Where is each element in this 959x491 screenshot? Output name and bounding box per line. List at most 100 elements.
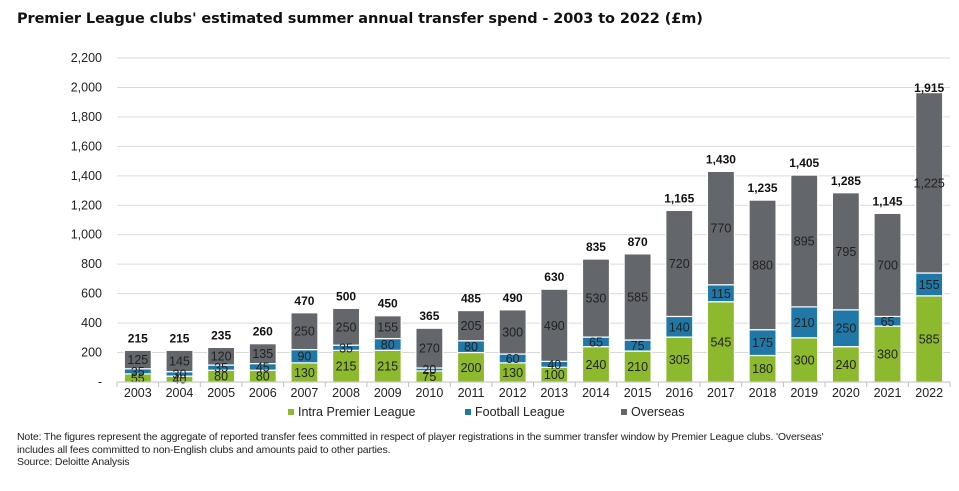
segment-value-label: 795 [835, 245, 856, 259]
total-label: 870 [628, 235, 648, 249]
chart-title: Premier League clubs' estimated summer a… [17, 11, 703, 27]
bar-segment-intra-premier-league [706, 301, 736, 383]
y-tick-label: 800 [81, 257, 102, 271]
source-line: Source: Deloitte Analysis [17, 456, 130, 468]
footnote: Note: The figures represent the aggregat… [17, 431, 947, 469]
total-label: 215 [169, 331, 189, 345]
total-label: 1,430 [706, 152, 736, 166]
segment-value-label: 215 [336, 360, 357, 374]
bar-segment-overseas [165, 349, 194, 373]
segment-value-label: 530 [586, 292, 607, 306]
x-tick-label: 2017 [707, 386, 735, 400]
total-label: 1,145 [873, 194, 903, 208]
segment-value-label: 200 [461, 361, 482, 375]
legend-label: Overseas [631, 405, 685, 419]
segment-value-label: 180 [752, 362, 773, 376]
total-label: 835 [586, 240, 606, 254]
note-line-2: includes all fees committed to non-Engli… [17, 443, 391, 456]
segment-value-label: 100 [544, 368, 565, 382]
x-tick-label: 2005 [207, 386, 235, 400]
bar-segment-overseas [373, 315, 402, 340]
segment-value-label: 140 [669, 320, 690, 334]
segment-value-label: 305 [669, 353, 690, 367]
legend-label: Intra Premier League [298, 405, 416, 419]
segment-value-label: 240 [586, 358, 607, 372]
segment-value-label: 585 [919, 332, 940, 346]
total-label: 490 [503, 291, 523, 305]
segment-value-label: 35 [339, 341, 353, 355]
total-label: 235 [211, 328, 231, 342]
segment-value-label: 210 [627, 360, 648, 374]
segment-value-label: 30 [173, 367, 187, 381]
segment-value-label: 45 [256, 360, 270, 374]
bar-segment-intra-premier-league [623, 350, 652, 383]
segment-value-label: 770 [710, 222, 731, 236]
bar-segment-overseas [831, 192, 860, 311]
legend-swatch-grey [621, 409, 627, 415]
segment-value-label: 210 [794, 316, 815, 330]
total-label: 215 [128, 331, 148, 345]
segment-value-label: 880 [752, 258, 773, 272]
bar-segment-overseas [540, 288, 569, 362]
total-label: 470 [294, 294, 314, 308]
segment-value-label: 895 [794, 234, 815, 248]
segment-value-label: 250 [336, 320, 357, 334]
bar-segment-intra-premier-league [373, 349, 402, 383]
segment-value-label: 35 [214, 361, 228, 375]
segment-value-label: 40 [173, 373, 187, 387]
total-label: 1,285 [831, 174, 861, 188]
bar-segment-overseas [290, 312, 319, 351]
bar-segment-intra-premier-league [915, 295, 944, 383]
x-tick-label: 2009 [374, 386, 402, 400]
x-tick-label: 2010 [415, 386, 443, 400]
y-tick-label: 600 [81, 287, 102, 301]
bar-segment-overseas [748, 199, 777, 331]
legend-item-intra-premier-league: Intra Premier League [288, 405, 415, 419]
segment-value-label: 40 [547, 358, 561, 372]
bar-segment-football-league [790, 306, 819, 339]
segment-value-label: 250 [294, 325, 315, 339]
bar-segment-overseas [248, 343, 277, 365]
total-label: 500 [336, 289, 356, 303]
segment-value-label: 90 [297, 350, 311, 364]
segment-value-label: 80 [381, 338, 395, 352]
segment-value-label: 145 [169, 355, 190, 369]
y-tick-label: 2,000 [71, 80, 102, 94]
y-tick-label: 1,800 [71, 110, 102, 124]
segment-value-label: 60 [506, 352, 520, 366]
x-tick-label: 2008 [332, 386, 360, 400]
segment-value-label: 115 [711, 287, 731, 301]
segment-value-label: 270 [419, 342, 440, 356]
x-tick-label: 2021 [874, 386, 902, 400]
x-tick-label: 2022 [915, 386, 943, 400]
segment-value-label: 240 [835, 358, 856, 372]
y-axis: - 200 400 600 800 1,000 1,200 1,400 1,600 1,800 2,… [71, 51, 102, 389]
segment-value-label: 65 [881, 315, 895, 329]
total-label: 630 [544, 270, 564, 284]
segment-value-label: 380 [877, 348, 898, 362]
bar-segment-overseas [415, 327, 444, 369]
bar-segment-overseas [623, 253, 652, 341]
segment-value-label: 300 [794, 353, 815, 367]
bar-segment-overseas [706, 170, 736, 286]
segment-value-label: 20 [422, 363, 436, 377]
total-labels: 215 215 235 260 470 500 450 365 485 490 630 835 870 1… [128, 81, 945, 345]
y-tick-label: 1,200 [71, 198, 102, 212]
y-tick-label: 1,000 [71, 228, 102, 242]
total-label: 1,405 [789, 156, 819, 170]
bar-segment-overseas [790, 174, 819, 308]
bar-segment-overseas [331, 307, 361, 346]
segment-value-label: 155 [919, 278, 940, 292]
segment-value-label: 250 [835, 322, 856, 336]
segment-value-label: 300 [502, 325, 523, 339]
x-tick-label: 2019 [790, 386, 818, 400]
total-label: 1,165 [664, 191, 694, 205]
legend-item-football-league: Football League [465, 405, 565, 419]
y-tick-label: 400 [81, 316, 102, 330]
segment-value-label: 490 [544, 319, 565, 333]
legend-item-overseas: Overseas [621, 405, 685, 419]
x-tick-label: 2007 [291, 386, 319, 400]
bars [123, 92, 944, 383]
x-tick-label: 2006 [249, 386, 277, 400]
segment-value-label: 75 [422, 370, 436, 384]
